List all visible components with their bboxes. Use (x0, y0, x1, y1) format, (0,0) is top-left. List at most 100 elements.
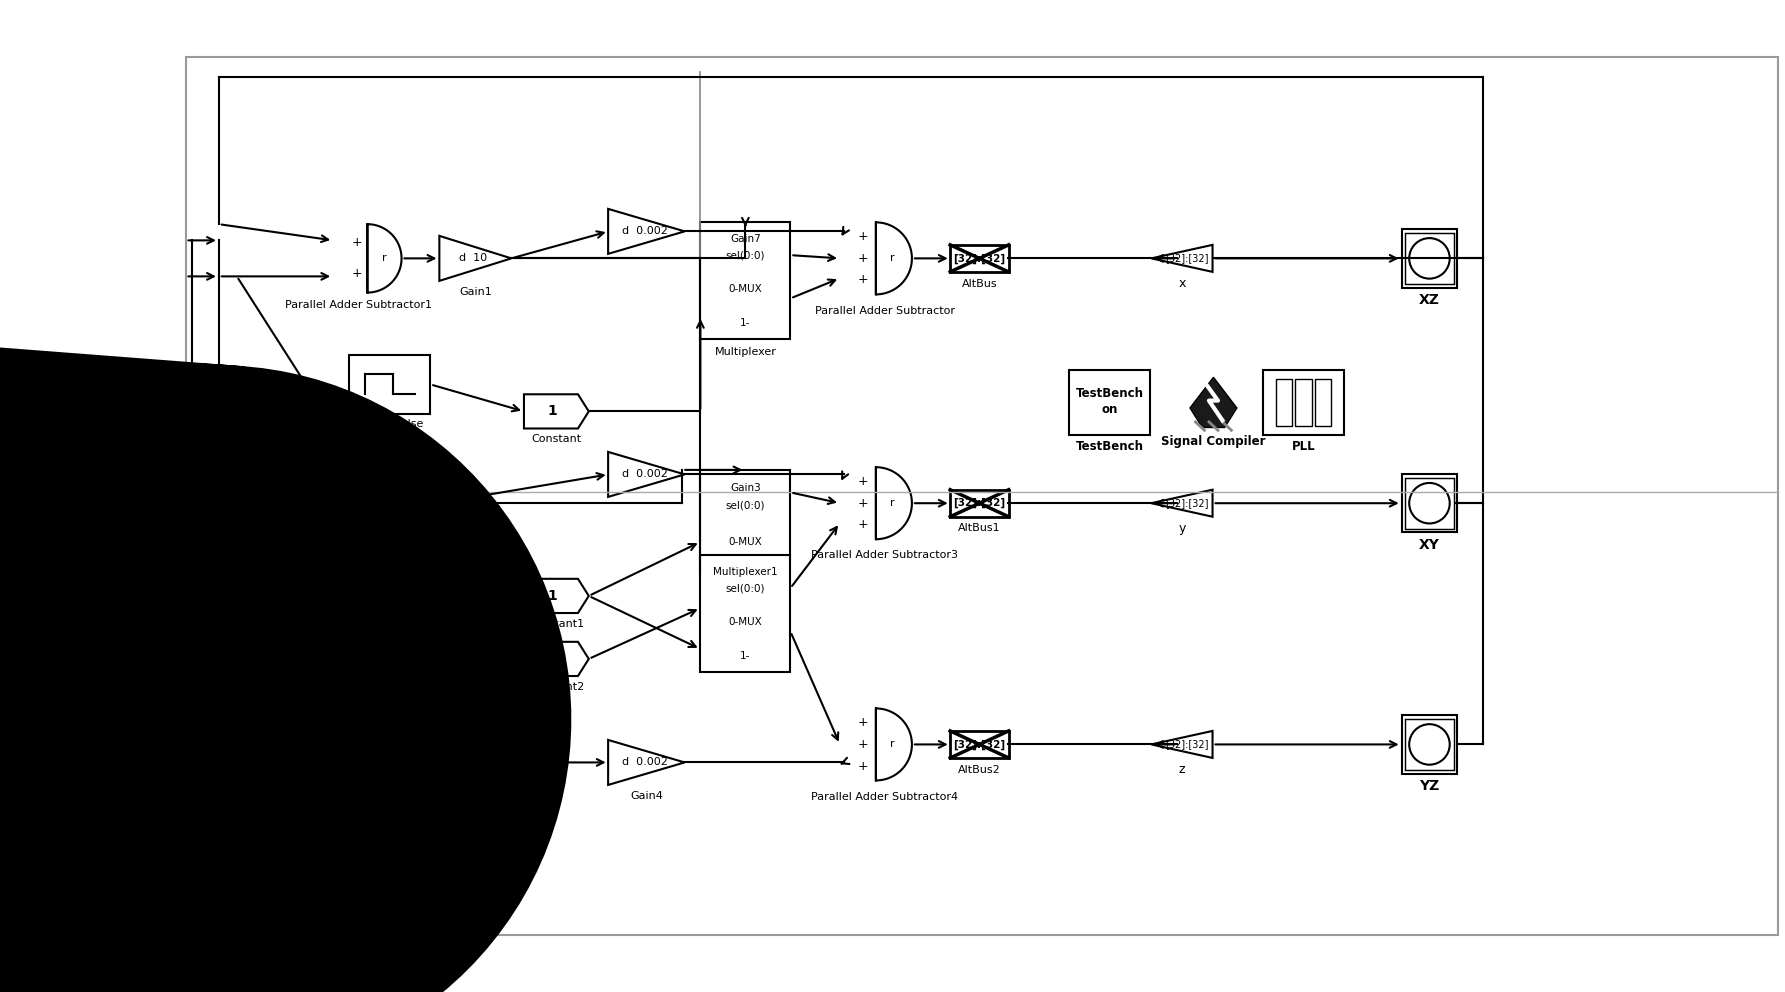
Polygon shape (402, 710, 436, 779)
Text: r: r (889, 739, 894, 749)
Polygon shape (282, 526, 353, 575)
Text: on: on (1101, 403, 1117, 416)
Text: Constant1: Constant1 (528, 619, 585, 629)
Polygon shape (439, 236, 511, 281)
Text: Gain6: Gain6 (243, 812, 275, 822)
Polygon shape (876, 467, 912, 540)
Text: +: + (859, 497, 869, 510)
Text: [32]:[32]: [32]:[32] (1164, 498, 1208, 508)
Bar (700, 470, 791, 559)
Text: d  10: d 10 (459, 253, 487, 263)
Text: a: a (236, 706, 243, 716)
Text: Parallel Adder Subtractor5: Parallel Adder Subtractor5 (320, 789, 466, 799)
Text: Signal Compiler: Signal Compiler (1162, 435, 1266, 448)
Text: r: r (414, 739, 419, 749)
Text: Gain1: Gain1 (459, 287, 491, 297)
Text: 1: 1 (546, 589, 557, 603)
Polygon shape (225, 471, 293, 514)
Text: sel(0:0): sel(0:0) (726, 584, 766, 594)
Text: a: a (270, 535, 277, 546)
Polygon shape (876, 708, 912, 781)
Polygon shape (876, 222, 912, 295)
Text: Product: Product (296, 582, 339, 592)
Polygon shape (525, 642, 589, 676)
Text: XZ: XZ (1419, 294, 1440, 308)
Text: b: b (236, 728, 243, 738)
Bar (1316, 379, 1332, 426)
Polygon shape (609, 209, 685, 254)
Polygon shape (1151, 245, 1212, 272)
Text: Parallel Adder Subtractor1: Parallel Adder Subtractor1 (286, 301, 432, 310)
Text: +: + (859, 760, 869, 773)
Text: 1: 1 (546, 652, 557, 666)
Text: YZ: YZ (1419, 780, 1439, 794)
Bar (1401, 229, 1457, 288)
Text: TestBench: TestBench (1076, 440, 1144, 453)
Bar (350, 355, 430, 414)
Polygon shape (1151, 731, 1212, 758)
Text: d  0.002: d 0.002 (621, 226, 668, 236)
Polygon shape (609, 740, 685, 785)
Text: Parallel Adder Subtractor3: Parallel Adder Subtractor3 (812, 551, 959, 560)
Text: sel(0:0): sel(0:0) (726, 251, 766, 261)
Bar (1069, 370, 1150, 434)
Text: +: + (859, 518, 869, 532)
Text: Constant2: Constant2 (528, 682, 585, 691)
Text: r: r (889, 253, 894, 263)
Text: +: + (859, 252, 869, 265)
Text: +: + (384, 738, 394, 751)
Text: X: X (275, 712, 289, 731)
Text: b: b (384, 503, 391, 513)
Text: 0-MUX: 0-MUX (728, 617, 762, 627)
Text: AltBus1: AltBus1 (959, 524, 1001, 534)
Bar (1276, 379, 1292, 426)
Bar (1401, 715, 1457, 774)
Text: +: + (384, 717, 394, 730)
Text: [32]:[32]: [32]:[32] (953, 498, 1005, 508)
Polygon shape (1151, 490, 1212, 517)
Text: AltBus: AltBus (962, 279, 998, 289)
Text: d  28: d 28 (243, 487, 271, 497)
Text: Constant: Constant (532, 434, 582, 444)
Text: -: - (387, 759, 391, 772)
Text: b: b (270, 557, 277, 566)
Text: +: + (352, 267, 362, 281)
Text: +: + (859, 274, 869, 287)
Text: d 2.6667: d 2.6667 (332, 798, 382, 807)
Text: 1: 1 (546, 405, 557, 419)
Text: Parallel Adder Subtractor4: Parallel Adder Subtractor4 (812, 792, 959, 802)
Text: x: x (1178, 277, 1185, 290)
Text: +: + (859, 716, 869, 729)
Bar (1264, 370, 1344, 434)
Polygon shape (609, 452, 685, 497)
Text: +: + (859, 475, 869, 488)
Bar (1405, 233, 1453, 284)
Bar (1405, 719, 1453, 770)
Text: TestBench: TestBench (1076, 387, 1144, 400)
Text: r: r (382, 253, 387, 263)
Text: 1-: 1- (741, 651, 750, 661)
Polygon shape (525, 578, 589, 613)
Text: +: + (859, 738, 869, 751)
Text: Gain6: Gain6 (343, 831, 375, 841)
Text: Gain4: Gain4 (630, 791, 662, 801)
Text: b: b (384, 473, 391, 483)
Text: +: + (352, 236, 362, 249)
Bar (1296, 379, 1312, 426)
Text: +: + (859, 230, 869, 243)
Text: -: - (389, 497, 393, 510)
Text: 1-: 1- (741, 317, 750, 327)
Polygon shape (368, 224, 402, 293)
Text: AltBus2: AltBus2 (959, 765, 1001, 775)
Text: d  0.002: d 0.002 (621, 469, 668, 479)
Text: r: r (416, 498, 421, 508)
Bar (950, 490, 1009, 517)
Text: XY: XY (1419, 538, 1440, 553)
Text: +: + (386, 517, 396, 530)
Bar (1405, 477, 1453, 529)
Text: y: y (1178, 522, 1185, 535)
Text: X: X (305, 542, 321, 560)
Bar (700, 222, 791, 339)
Text: 0-MUX: 0-MUX (728, 537, 762, 547)
Bar (950, 245, 1009, 272)
